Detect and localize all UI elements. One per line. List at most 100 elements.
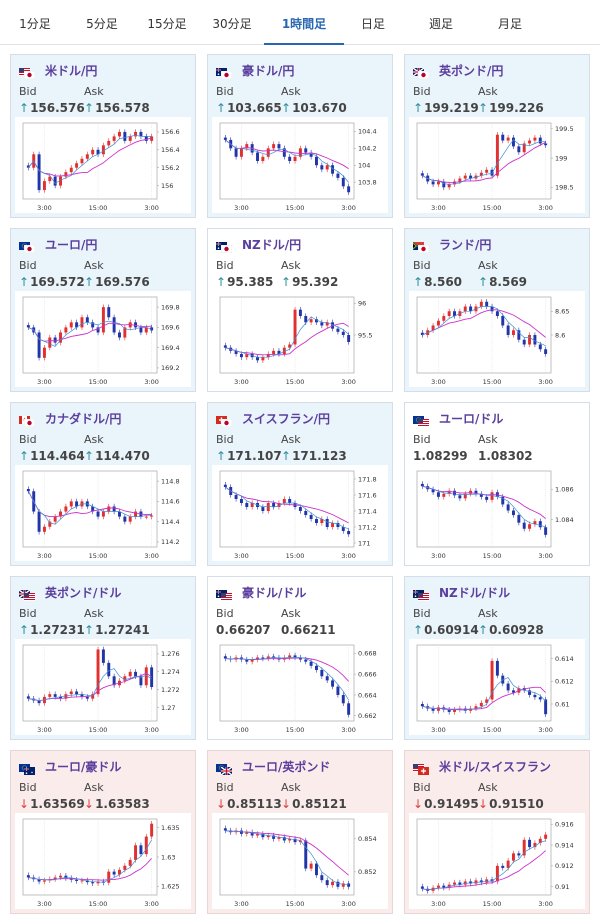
chart-container[interactable]: 3:00 15:00 3:00 0.668 0.666 0.664 0.662	[212, 639, 388, 735]
pair-name-link[interactable]: ユーロ/ドル	[439, 411, 504, 426]
chart-container[interactable]: 3:00 15:00 3:00 0.854 0.852	[212, 813, 388, 909]
candle-body	[261, 833, 265, 838]
candle-body	[320, 875, 324, 881]
candle-body	[112, 317, 116, 333]
chart-container[interactable]: 3:00 15:00 3:00 8.65 8.6	[409, 291, 585, 387]
chart-container[interactable]: 3:00 15:00 3:00 169.8 169.6 169.4 169.2	[15, 291, 191, 387]
candle-body	[150, 327, 154, 331]
currency-card[interactable]: ユーロ/ドル Bid Ask 1.08299 1.08302 3:00 15:00 3:00 1…	[404, 402, 590, 566]
ask-label: Ask	[84, 259, 104, 272]
candle-body	[223, 828, 227, 831]
pair-name-link[interactable]: 豪ドル/ドル	[242, 585, 307, 600]
tab-monthly[interactable]: 月足	[497, 17, 522, 31]
candle-body	[490, 306, 494, 312]
chart-container[interactable]: 3:00 15:00 3:00 1.635 1.63 1.625	[15, 813, 191, 909]
candle-body	[331, 881, 335, 886]
candle-body	[144, 836, 148, 855]
candle-body	[298, 657, 302, 660]
pair-name-link[interactable]: 英ポンド/ドル	[45, 585, 122, 600]
candle-body	[223, 656, 227, 659]
chart-container[interactable]: 3:00 15:00 3:00 1.276 1.274 1.272 1.27	[15, 639, 191, 735]
bid-label: Bid	[19, 433, 37, 446]
candle-body	[309, 863, 313, 869]
candle-body	[26, 165, 30, 168]
bid-label: Bid	[19, 781, 37, 794]
x-tick-label: 3:00	[538, 552, 553, 560]
arrow-up-icon: ↑	[281, 101, 292, 115]
candle-body	[91, 149, 95, 155]
chart-container[interactable]: 3:00 15:00 3:00 199.5 199 198.5	[409, 117, 585, 213]
pair-name-link[interactable]: ランド/円	[439, 237, 492, 252]
ask-price: 114.470	[95, 449, 150, 463]
currency-card[interactable]: 米ドル/スイスフラン Bid Ask ↓0.91495 ↓0.91510 3:00 15:0…	[404, 750, 590, 914]
us-flag-icon	[24, 590, 35, 601]
currency-card[interactable]: 英ポンド/ドル Bid Ask ↑1.27231 ↑1.27241 3:00 15:00 3:…	[10, 576, 196, 740]
candle-body	[134, 511, 138, 517]
candle-body	[64, 172, 68, 177]
currency-card[interactable]: カナダドル/円 Bid Ask ↑114.464 ↑114.470 3:00 15:00 3:…	[10, 402, 196, 566]
currency-card[interactable]: ユーロ/豪ドル Bid Ask ↓1.63569 ↓1.63583 3:00 15:00 3:…	[10, 750, 196, 914]
arrow-up-icon: ↑	[84, 449, 95, 463]
chart-container[interactable]: 3:00 15:00 3:00 104.4 104.2 104 103.8	[212, 117, 388, 213]
tab-daily[interactable]: 日足	[360, 17, 385, 31]
tab-5min[interactable]: 5分足	[86, 17, 118, 31]
currency-card[interactable]: ユーロ/英ポンド Bid Ask ↓0.85113 ↓0.85121 3:00 15:00 3…	[207, 750, 393, 914]
candle-body	[474, 706, 478, 709]
currency-card[interactable]: NZドル/円 Bid Ask ↑95.385 ↑95.392 3:00 15:00 3:00 9…	[207, 228, 393, 392]
x-tick-label: 3:00	[37, 378, 52, 386]
chart-container[interactable]: 3:00 15:00 3:00 114.8 114.6 114.4 114.2	[15, 465, 191, 561]
currency-card[interactable]: NZドル/ドル Bid Ask ↑0.60914 ↑0.60928 3:00 15:00 3:…	[404, 576, 590, 740]
chart-frame	[22, 470, 158, 548]
chart-container[interactable]: 3:00 15:00 3:00 156.6 156.4 156.2 156	[15, 117, 191, 213]
pair-name-link[interactable]: NZドル/円	[242, 237, 302, 252]
arrow-up-icon: ↑	[478, 275, 489, 289]
candle-body	[436, 492, 440, 497]
bid-value: ↑103.665	[216, 101, 282, 115]
x-tick-label: 3:00	[341, 726, 356, 734]
chart-container[interactable]: 3:00 15:00 3:00 0.614 0.612 0.61	[409, 639, 585, 735]
bid-value: ↑171.107	[216, 449, 282, 463]
ask-label: Ask	[84, 433, 104, 446]
chart-container[interactable]: 3:00 15:00 3:00 96 95.5	[212, 291, 388, 387]
pair-name-link[interactable]: ユーロ/豪ドル	[45, 759, 122, 774]
candle-body	[69, 167, 73, 173]
y-tick-label: 0.614	[555, 655, 574, 663]
pair-name-link[interactable]: 豪ドル/円	[242, 63, 295, 78]
bid-label: Bid	[413, 781, 431, 794]
bid-price: 156.576	[30, 101, 85, 115]
chart-container[interactable]: 3:00 15:00 3:00 0.916 0.914 0.912 0.91	[409, 813, 585, 909]
candle-body	[59, 176, 62, 186]
arrow-up-icon: ↑	[413, 623, 424, 637]
candle-body	[512, 137, 515, 147]
currency-card[interactable]: スイスフラン/円 Bid Ask ↑171.107 ↑171.123 3:00 15:00 3…	[207, 402, 393, 566]
pair-name-link[interactable]: 英ポンド/円	[439, 63, 504, 78]
currency-card[interactable]: 豪ドル/ドル Bid Ask 0.66207 0.66211 3:00 15:00 3:00 0…	[207, 576, 393, 740]
ask-price: 169.576	[95, 275, 150, 289]
y-tick-label: 1.084	[555, 516, 574, 524]
candle-body	[304, 316, 308, 323]
chart-container[interactable]: 3:00 15:00 3:00 171.8 171.6 171.4 171.2 171	[212, 465, 388, 561]
tab-1min[interactable]: 1分足	[19, 17, 51, 31]
currency-card[interactable]: ユーロ/円 Bid Ask ↑169.572 ↑169.576 3:00 15:00 3:00…	[10, 228, 196, 392]
pair-name-link[interactable]: 米ドル/スイスフラン	[439, 759, 552, 774]
candle-body	[490, 660, 494, 700]
tab-15min[interactable]: 15分足	[147, 17, 187, 31]
pair-name-link[interactable]: スイスフラン/円	[242, 411, 331, 426]
currency-card[interactable]: ランド/円 Bid Ask ↑8.560 ↑8.569 3:00 15:00 3:00 8.65…	[404, 228, 590, 392]
pair-name-link[interactable]: NZドル/ドル	[439, 585, 511, 600]
bid-price: 8.560	[424, 275, 463, 289]
tab-1hour[interactable]: 1時間足	[264, 0, 344, 45]
currency-card[interactable]: 英ポンド/円 Bid Ask ↑199.219 ↑199.226 3:00 15:00 3:0…	[404, 54, 590, 218]
y-tick-label: 114.8	[161, 477, 180, 485]
tab-30min[interactable]: 30分足	[212, 17, 252, 31]
candle-body	[112, 506, 116, 512]
pair-name-link[interactable]: 米ドル/円	[45, 63, 98, 78]
pair-name-link[interactable]: ユーロ/円	[45, 237, 98, 252]
currency-card[interactable]: 豪ドル/円 Bid Ask ↑103.665 ↑103.670 3:00 15:00 3:00…	[207, 54, 393, 218]
tab-weekly[interactable]: 週足	[428, 17, 453, 31]
currency-card[interactable]: 米ドル/円 Bid Ask ↑156.576 ↑156.578 3:00 15:00 3:00…	[10, 54, 196, 218]
price-chart: 3:00 15:00 3:00 1.635 1.63 1.625	[15, 813, 191, 909]
chart-container[interactable]: 3:00 15:00 3:00 1.086 1.084	[409, 465, 585, 561]
pair-name-link[interactable]: カナダドル/円	[45, 411, 122, 426]
pair-name-link[interactable]: ユーロ/英ポンド	[242, 759, 331, 774]
